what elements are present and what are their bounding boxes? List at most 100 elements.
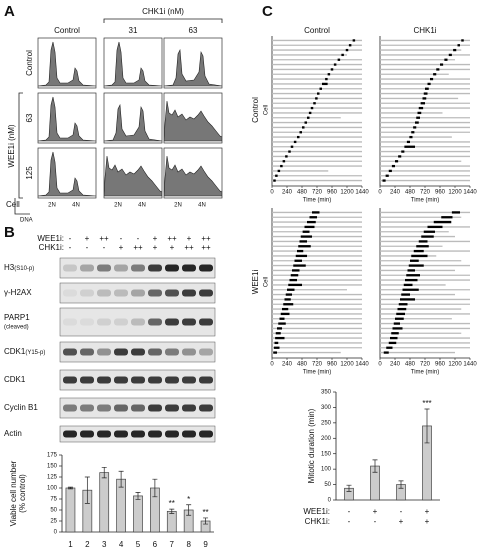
column-label: 63 (189, 26, 198, 35)
band (148, 430, 162, 438)
band (165, 289, 179, 297)
treatment-sign: ++ (201, 243, 211, 252)
treatment-sign: ++ (184, 243, 194, 252)
treatment-sign: ++ (133, 243, 143, 252)
x-tick-label: 0 (378, 190, 382, 196)
treatment-sign: + (187, 234, 192, 243)
x-axis-label: Time (min) (303, 370, 331, 376)
error-bar (372, 459, 378, 473)
y-tick-label: 100 (321, 467, 332, 473)
x-tick-label: 0 (378, 362, 382, 368)
significance: ** (202, 508, 208, 517)
treatment-sign: - (103, 243, 106, 252)
blot-name: CDK1 (4, 375, 26, 384)
band (63, 376, 77, 384)
y-tick-label: 150 (47, 464, 58, 470)
treatment-sign: + (153, 234, 158, 243)
axis-label: Cell (264, 105, 270, 115)
axis-label: Cell (264, 277, 270, 287)
treatment-sign: + (425, 517, 430, 526)
band (97, 348, 111, 356)
blot-name: Actin (4, 429, 22, 438)
row-group-label: WEE1i (nM) (7, 124, 16, 167)
x-tick-label: 960 (435, 190, 446, 196)
treatment-sign: - (348, 517, 351, 526)
histogram-frame (163, 37, 223, 89)
band (199, 318, 213, 326)
treatment-sign: - (69, 234, 72, 243)
treatment-sign: - (400, 507, 403, 516)
x-tick-label: 480 (405, 190, 416, 196)
error-bar (152, 478, 158, 498)
band (182, 264, 196, 272)
x-tick-label: 2 (85, 540, 90, 549)
column-label: Control (304, 26, 330, 35)
band (97, 404, 111, 412)
blot-label: CDK1 (4, 375, 26, 384)
band (97, 264, 111, 272)
axis-label: Cell (6, 200, 20, 209)
bracket (18, 92, 23, 199)
band (199, 289, 213, 297)
blot (59, 282, 216, 304)
x-tick-label: 1200 (448, 362, 462, 368)
band (182, 348, 196, 356)
blot-label: PARP1 (4, 313, 30, 322)
row-label: Control (251, 97, 260, 123)
y-tick-label: 125 (47, 475, 58, 481)
band (63, 289, 77, 297)
band (182, 376, 196, 384)
panel-label: A (4, 3, 15, 20)
x-tick-label: 240 (390, 190, 401, 196)
band (114, 430, 128, 438)
band (165, 318, 179, 326)
row-label: 63 (25, 113, 34, 122)
treatment-sign: + (399, 517, 404, 526)
x-tick-label: 240 (282, 190, 293, 196)
treatment-sign: ++ (99, 234, 109, 243)
histogram-frame (37, 92, 97, 144)
band (80, 376, 94, 384)
bar (166, 510, 177, 533)
y-tick-label: 175 (47, 453, 58, 459)
band (148, 348, 162, 356)
treatment-sign: - (69, 243, 72, 252)
row-label: WEE1i (251, 270, 260, 295)
bar (65, 487, 76, 533)
band (148, 289, 162, 297)
column-label: Control (54, 26, 80, 35)
y-tick-label: 50 (50, 508, 57, 514)
x-tick-label: 240 (390, 362, 401, 368)
y-tick-label: 350 (321, 390, 332, 396)
histogram-frame (37, 37, 97, 89)
band (97, 289, 111, 297)
x-tick-label: 1440 (355, 362, 369, 368)
band (80, 264, 94, 272)
band (97, 376, 111, 384)
treatment-label: CHK1i: (39, 243, 64, 252)
band (80, 430, 94, 438)
treatment-sign: - (120, 234, 123, 243)
x-tick-label: 7 (170, 540, 175, 549)
error-bar (84, 476, 90, 504)
dna-marker: 2N (174, 203, 182, 209)
x-tick-label: 480 (405, 362, 416, 368)
histograms (37, 37, 223, 199)
band (165, 376, 179, 384)
band (80, 318, 94, 326)
x-tick-label: 240 (282, 362, 293, 368)
dna-markers: 2N 4N 2N 4N 2N 4N (48, 203, 206, 209)
x-tick-label: 0 (270, 362, 274, 368)
blot-note: (cleaved) (4, 325, 29, 331)
band (97, 318, 111, 326)
band (114, 348, 128, 356)
error-bar (424, 408, 430, 444)
x-tick-label: 960 (327, 190, 338, 196)
x-tick-label: 4 (119, 540, 124, 549)
treatment-sign: + (425, 507, 430, 516)
y-axis-label: (% control) (18, 474, 27, 513)
panel-label: B (4, 224, 15, 241)
y-tick-label: 100 (47, 486, 58, 492)
